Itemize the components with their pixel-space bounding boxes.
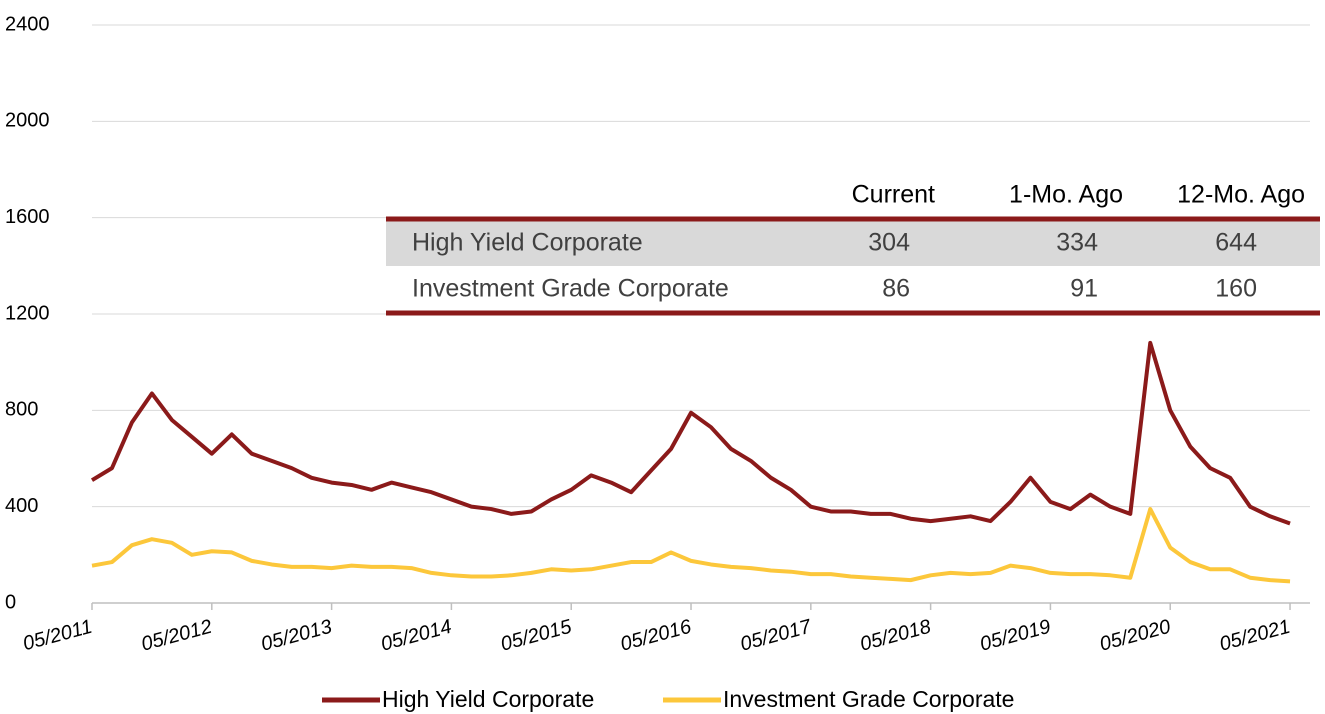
table-cell: 334 [1056,229,1098,257]
x-tick-label: 05/2011 [21,616,95,656]
y-tick-label: 1600 [5,206,50,228]
y-tick-label: 800 [5,399,38,421]
table-cell: 304 [868,229,910,257]
y-tick-label: 400 [5,495,38,517]
x-tick-label: 05/2019 [978,616,1054,656]
legend-label: Investment Grade Corporate [723,686,1014,712]
x-tick-label: 05/2012 [139,616,215,656]
table-header: 1-Mo. Ago [1009,181,1123,209]
table-cell: 160 [1215,275,1257,303]
table-header: 12-Mo. Ago [1177,181,1305,209]
table-row-bg [386,220,1320,266]
line-series [91,507,1291,584]
x-tick-label: 05/2013 [259,616,335,656]
legend-label: High Yield Corporate [382,686,594,712]
table-cell: Investment Grade Corporate [412,275,729,303]
table-cell: 91 [1070,275,1098,303]
x-tick-label: 05/2017 [738,615,814,655]
x-tick-label: 05/2021 [1217,616,1293,656]
table-cell: High Yield Corporate [412,229,643,257]
y-tick-label: 1200 [5,302,50,324]
x-tick-label: 05/2020 [1097,616,1173,656]
y-tick-label: 2400 [5,13,50,35]
line-series [90,340,1291,526]
y-tick-label: 2000 [5,110,50,132]
x-tick-label: 05/2014 [379,616,455,656]
x-tick-label: 05/2016 [618,615,694,655]
table-cell: 86 [882,275,910,303]
x-tick-label: 05/2015 [498,615,574,655]
table-cell: 644 [1215,229,1257,257]
x-tick-label: 05/2018 [858,616,934,656]
y-tick-label: 0 [5,591,16,613]
table-header: Current [852,181,935,209]
